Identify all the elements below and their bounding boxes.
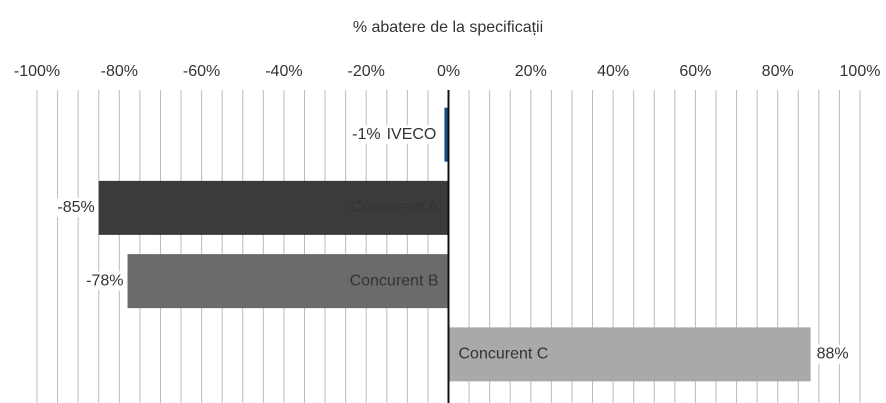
bar — [98, 180, 449, 235]
x-tick-label: -100% — [14, 63, 60, 80]
x-tick-label: 60% — [679, 63, 711, 80]
value-label: -1% — [352, 126, 380, 143]
x-tick-label: 100% — [840, 63, 881, 80]
label-background — [54, 198, 98, 218]
bar — [127, 254, 449, 309]
x-tick-label: 80% — [762, 63, 794, 80]
x-tick-label: -40% — [265, 63, 302, 80]
category-label: Concurent B — [350, 272, 439, 289]
label-background — [83, 271, 127, 291]
label-background — [349, 124, 384, 144]
value-label: 88% — [817, 346, 849, 363]
category-label: IVECO — [387, 126, 437, 143]
value-label: -78% — [86, 272, 123, 289]
label-background — [383, 124, 440, 144]
x-tick-label: -20% — [348, 63, 385, 80]
x-tick-label: 0% — [437, 63, 460, 80]
label-background — [813, 344, 852, 364]
bar — [448, 327, 811, 382]
x-tick-label: 40% — [597, 63, 629, 80]
x-tick-label: 20% — [515, 63, 547, 80]
chart-title: % abatere de la specificații — [353, 19, 543, 36]
bar — [444, 107, 449, 162]
category-label: Concurent C — [459, 346, 549, 363]
x-tick-label: -60% — [183, 63, 220, 80]
value-label: -85% — [57, 199, 94, 216]
category-label: Concurent A — [350, 199, 438, 216]
x-tick-label: -80% — [101, 63, 138, 80]
